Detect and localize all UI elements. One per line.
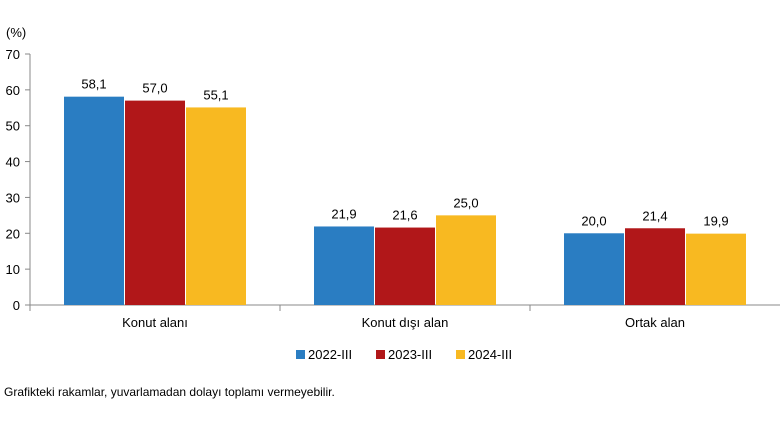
category-label: Konut dışı alan — [362, 315, 449, 330]
data-label: 20,0 — [581, 213, 606, 228]
y-tick-label: 0 — [13, 298, 20, 313]
data-label: 21,4 — [642, 208, 667, 223]
legend-label: 2023-III — [388, 347, 432, 362]
legend: 2022-III 2023-III 2024-III — [296, 347, 512, 362]
y-tick-label: 20 — [6, 226, 20, 241]
bar-2023-III-1 — [125, 100, 185, 305]
data-label: 25,0 — [453, 195, 478, 210]
y-tick-label: 40 — [6, 155, 20, 170]
data-label: 19,9 — [703, 214, 728, 229]
y-tick-label: 70 — [6, 47, 20, 62]
bar-2023-III-2 — [375, 227, 435, 305]
bar-2024-III-3 — [686, 233, 746, 305]
data-labels: 58,1 57,0 55,1 21,9 21,6 25,0 20,0 21,4 19,9 — [81, 77, 728, 229]
legend-swatch — [376, 350, 385, 359]
legend-swatch — [456, 350, 465, 359]
legend-label: 2022-III — [308, 347, 352, 362]
bar-2023-III-3 — [625, 228, 685, 305]
data-label: 21,9 — [331, 206, 356, 221]
bar-2022-III-1 — [64, 96, 124, 305]
data-label: 21,6 — [392, 208, 417, 223]
y-unit-label: (%) — [6, 25, 26, 40]
footnote: Grafikteki rakamlar, yuvarlamadan dolayı… — [4, 385, 335, 399]
bar-2024-III-2 — [436, 215, 496, 305]
y-axis: 0 10 20 30 40 50 60 70 — [6, 47, 31, 313]
y-tick-label: 50 — [6, 119, 20, 134]
y-tick-label: 60 — [6, 83, 20, 98]
legend-swatch — [296, 350, 305, 359]
data-label: 57,0 — [142, 81, 167, 96]
bar-2022-III-2 — [314, 226, 374, 305]
legend-label: 2024-III — [468, 347, 512, 362]
y-tick-label: 10 — [6, 262, 20, 277]
data-label: 58,1 — [81, 77, 106, 92]
bar-2024-III-1 — [186, 107, 246, 305]
bars — [64, 96, 746, 305]
y-tick-label: 30 — [6, 190, 20, 205]
data-label: 55,1 — [203, 87, 228, 102]
x-axis: Konut alanı Konut dışı alan Ortak alan — [29, 304, 780, 330]
category-label: Konut alanı — [122, 315, 188, 330]
category-label: Ortak alan — [625, 315, 685, 330]
bar-2022-III-3 — [564, 233, 624, 305]
